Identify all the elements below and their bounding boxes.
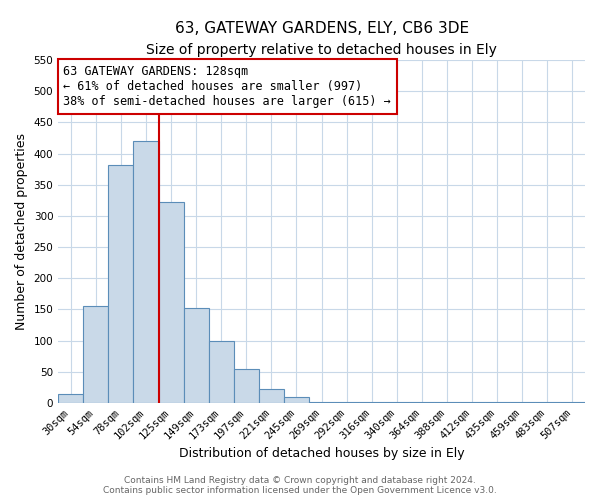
Bar: [58, 394, 83, 403]
Bar: [133, 141, 158, 403]
Bar: [284, 397, 309, 403]
X-axis label: Distribution of detached houses by size in Ely: Distribution of detached houses by size …: [179, 447, 464, 460]
Title: Size of property relative to detached houses in Ely: Size of property relative to detached ho…: [146, 44, 497, 58]
Bar: [209, 340, 234, 403]
Bar: [309, 402, 334, 403]
Bar: [158, 202, 184, 403]
Text: 63 GATEWAY GARDENS: 128sqm
← 61% of detached houses are smaller (997)
38% of sem: 63 GATEWAY GARDENS: 128sqm ← 61% of deta…: [64, 65, 391, 108]
Bar: [184, 308, 209, 403]
Text: Contains HM Land Registry data © Crown copyright and database right 2024.
Contai: Contains HM Land Registry data © Crown c…: [103, 476, 497, 495]
Bar: [234, 368, 259, 403]
Bar: [334, 402, 359, 403]
Bar: [385, 402, 409, 403]
Bar: [560, 402, 585, 403]
Bar: [535, 402, 560, 403]
Bar: [510, 402, 535, 403]
Bar: [409, 402, 434, 403]
Bar: [460, 402, 485, 403]
Bar: [259, 390, 284, 403]
Bar: [83, 306, 109, 403]
Bar: [434, 402, 460, 403]
Y-axis label: Number of detached properties: Number of detached properties: [15, 133, 28, 330]
Bar: [485, 402, 510, 403]
Bar: [109, 165, 133, 403]
Text: 63, GATEWAY GARDENS, ELY, CB6 3DE: 63, GATEWAY GARDENS, ELY, CB6 3DE: [175, 21, 469, 36]
Bar: [359, 402, 385, 403]
